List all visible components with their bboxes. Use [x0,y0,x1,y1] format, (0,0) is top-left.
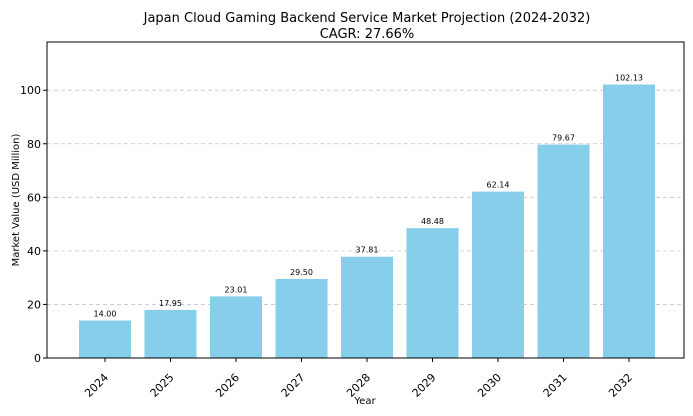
x-tick-label-2024: 2024 [82,371,111,400]
bar-2031 [537,144,590,358]
bar-value-label-2028: 37.81 [356,246,379,255]
chart-subtitle: CAGR: 27.66% [320,27,415,42]
y-tick-label: 100 [20,84,41,97]
y-tick-label: 40 [27,245,41,258]
y-tick-label: 20 [27,298,41,311]
bar-2030 [472,191,524,358]
x-axis-label: Year [353,396,376,407]
bar-value-label-2027: 29.50 [290,268,313,277]
plot-frame [46,41,685,359]
bar-value-label-2030: 62.14 [487,181,510,190]
bar-2028 [341,256,393,358]
y-axis-label: Market Value (USD Million) [11,134,22,267]
bar-value-label-2026: 23.01 [225,285,248,294]
bar-value-label-2032: 102.13 [615,73,643,82]
bar-value-label-2025: 17.95 [159,299,182,308]
bar-value-labels: 14.00 17.95 23.01 29.50 37.81 48.48 62.14 79.67… [94,73,643,318]
y-tick-label: 80 [27,138,41,151]
x-tick-label-2025: 2025 [148,371,177,400]
x-tick-label-2026: 2026 [213,371,242,400]
bar-value-label-2029: 48.48 [421,217,444,226]
bars-group [79,84,655,358]
chart-title: Japan Cloud Gaming Backend Service Marke… [143,11,591,26]
bar-2025 [144,309,197,358]
bar-value-label-2031: 79.67 [552,134,575,143]
y-axis-ticks: 0 20 40 60 80 100 [20,84,47,365]
bar-2029 [406,228,459,358]
x-tick-label-2031: 2031 [541,371,570,400]
bar-2024 [79,320,131,358]
x-axis-ticks: 2024 2025 2026 2027 2028 2029 2030 2031 2032 [82,358,635,400]
bar-2032 [603,84,655,358]
x-tick-label-2029: 2029 [410,371,439,400]
bar-2026 [210,296,262,358]
x-tick-label-2027: 2027 [279,371,308,400]
x-tick-label-2032: 2032 [606,371,635,400]
y-tick-label: 60 [27,191,41,204]
x-tick-label-2030: 2030 [475,371,504,400]
bar-value-label-2024: 14.00 [94,310,117,319]
bar-2027 [275,279,328,358]
y-tick-label: 0 [34,352,41,365]
